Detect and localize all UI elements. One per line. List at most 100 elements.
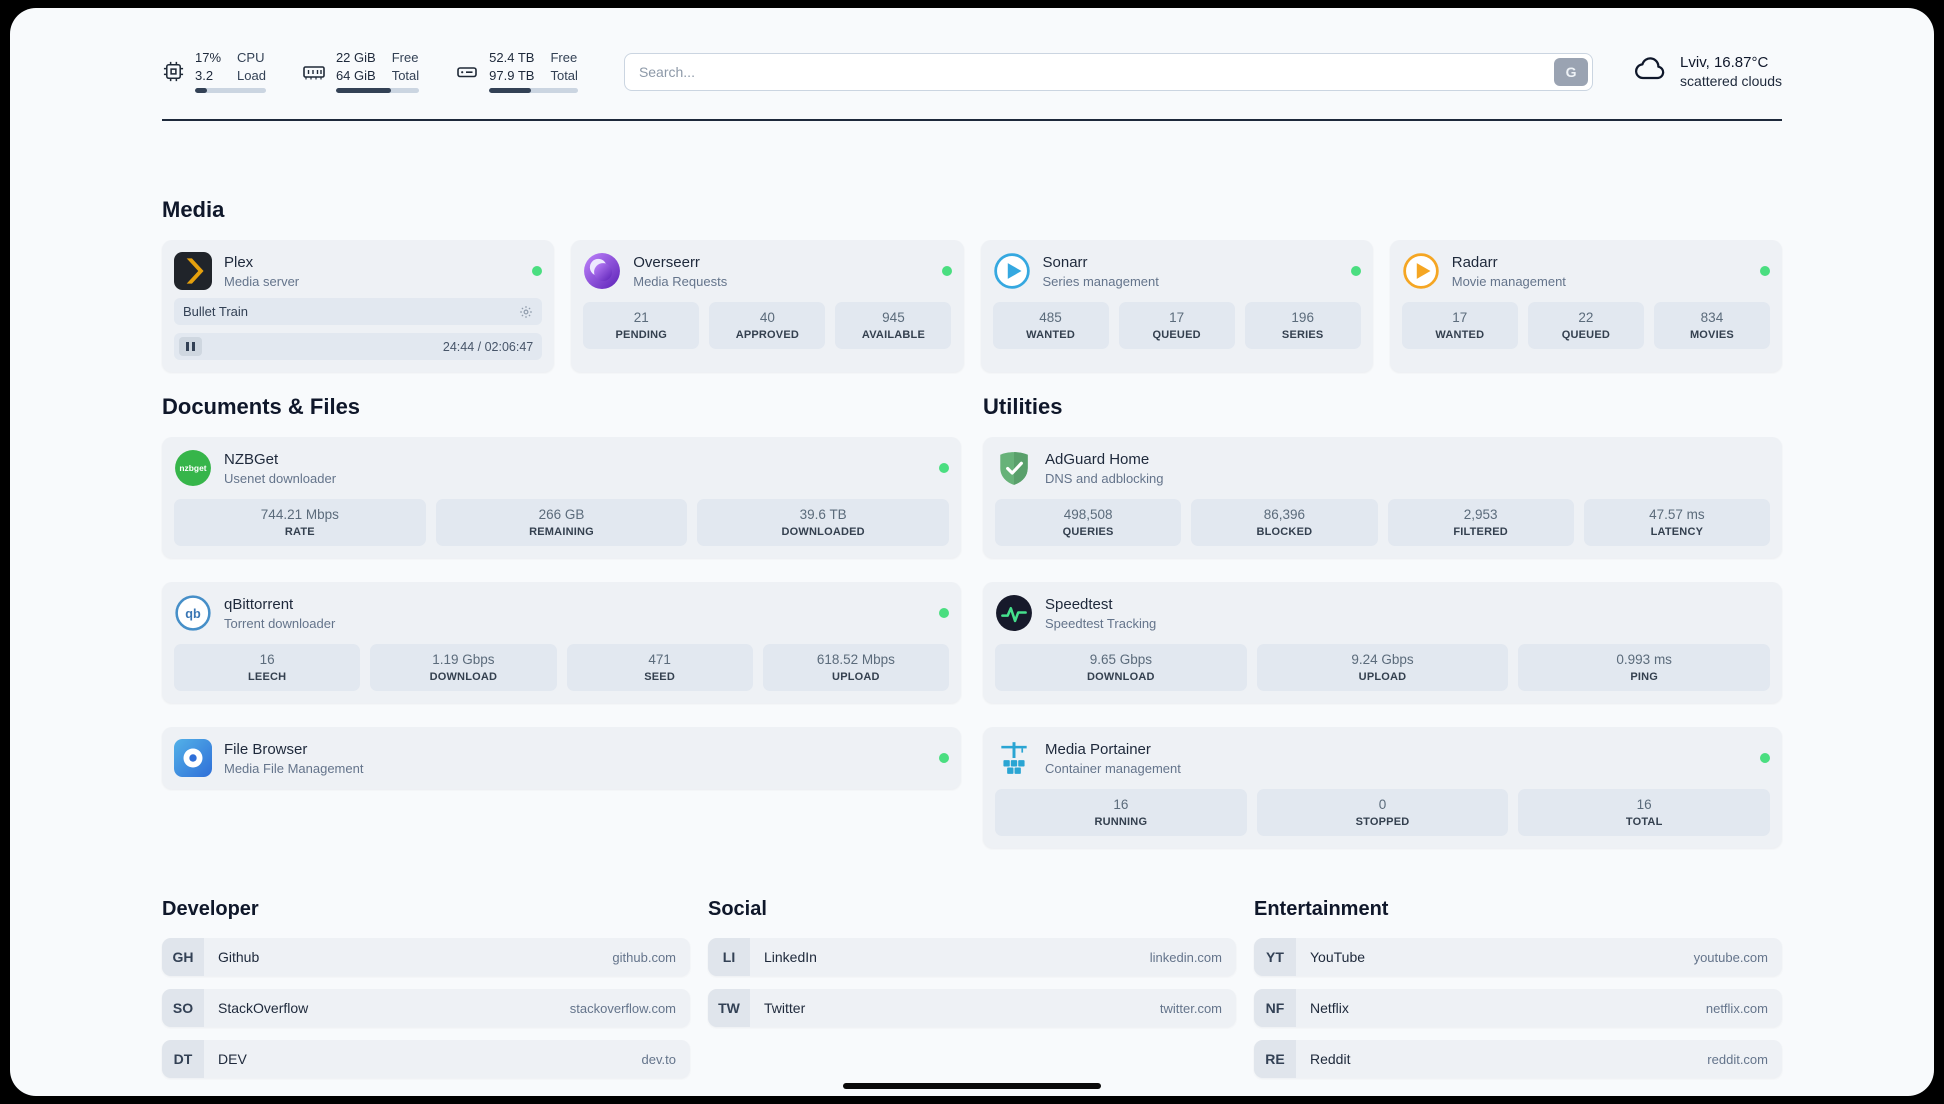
stat-stopped: 0 STOPPED: [1256, 789, 1509, 836]
stat-pending: 21 PENDING: [583, 302, 700, 349]
gear-icon[interactable]: [519, 305, 533, 319]
memory-icon: [302, 60, 326, 84]
cpu-load-value: 3.2: [195, 68, 214, 83]
bookmark-reddit[interactable]: RE Reddit reddit.com: [1254, 1040, 1782, 1078]
home-indicator[interactable]: [843, 1083, 1101, 1089]
stat-running: 16 RUNNING: [995, 789, 1247, 836]
cpu-load-label: Load: [237, 68, 266, 83]
overseerr-icon: [583, 252, 621, 290]
topbar: 17% 3.2 CPU Load: [162, 50, 1782, 93]
status-dot: [939, 608, 949, 618]
bookmark-domain: github.com: [612, 949, 676, 965]
bookmark-github[interactable]: GH Github github.com: [162, 938, 690, 976]
weather-widget: Lviv, 16.87°C scattered clouds: [1633, 51, 1782, 92]
bookmark-name: Twitter: [764, 1000, 806, 1016]
stat-series: 196 SERIES: [1244, 302, 1361, 349]
service-description: Torrent downloader: [224, 615, 336, 631]
bookmark-domain: twitter.com: [1159, 1000, 1222, 1016]
card-speedtest[interactable]: Speedtest Speedtest Tracking 9.65 Gbps D…: [983, 582, 1782, 703]
service-name: qBittorrent: [224, 595, 294, 613]
stat-movies: 834 MOVIES: [1653, 302, 1770, 349]
bookmark-name: Reddit: [1310, 1051, 1351, 1067]
service-description: Container management: [1045, 760, 1181, 776]
dashboard-page: 17% 3.2 CPU Load: [10, 8, 1934, 1096]
cloud-icon: [1633, 51, 1669, 92]
service-name: File Browser: [224, 740, 308, 758]
card-filebrowser[interactable]: File Browser Media File Management: [162, 727, 961, 789]
playback-bar: 24:44 / 02:06:47: [174, 333, 543, 360]
status-dot: [941, 266, 952, 276]
bookmark-abbr: LI: [708, 938, 750, 976]
now-playing-title: Bullet Train: [183, 304, 249, 319]
pause-icon[interactable]: [179, 337, 202, 356]
cpu-progress-fill: [195, 88, 208, 93]
bookmark-domain: stackoverflow.com: [569, 1000, 676, 1016]
svg-text:nzbget: nzbget: [179, 463, 206, 473]
card-adguard[interactable]: AdGuard Home DNS and adblocking 498,508 …: [983, 437, 1782, 558]
bookmark-group-title: Social: [708, 898, 767, 920]
bookmark-group-title: Entertainment: [1254, 898, 1389, 920]
service-description: Media File Management: [224, 760, 364, 776]
card-overseerr[interactable]: Overseerr Media Requests 21 PENDING 40 A…: [571, 240, 964, 372]
bookmarks-developer: Developer GH Github github.com SO StackO…: [162, 898, 690, 1078]
service-name: AdGuard Home: [1045, 450, 1150, 468]
cpu-progress-track: [195, 88, 266, 93]
filebrowser-icon: [174, 739, 212, 777]
card-plex[interactable]: Plex Media server Bullet Train: [162, 240, 555, 372]
search-input[interactable]: [623, 52, 1594, 91]
bookmark-youtube[interactable]: YT YouTube youtube.com: [1254, 938, 1782, 976]
card-qbittorrent[interactable]: qb qBittorrent Torrent downloader: [162, 582, 961, 703]
memory-progress-fill: [335, 88, 391, 93]
stat-ping: 0.993 ms PING: [1518, 644, 1771, 691]
stat-downloaded: 39.6 TB DOWNLOADED: [697, 499, 950, 546]
search-provider-button[interactable]: G: [1554, 57, 1589, 86]
bookmark-domain: linkedin.com: [1149, 949, 1222, 965]
service-description: Media Requests: [633, 273, 728, 289]
stat-filtered: 2,953 FILTERED: [1387, 499, 1574, 546]
card-nzbget[interactable]: nzbget NZBGet Usenet downloader 74: [162, 437, 961, 558]
cpu-label: CPU: [237, 50, 265, 65]
portainer-icon: [995, 739, 1033, 777]
stat-wanted: 485 WANTED: [992, 302, 1109, 349]
qbittorrent-icon: qb: [174, 594, 212, 632]
bookmark-abbr: DT: [162, 1040, 204, 1078]
stat-download: 9.65 Gbps DOWNLOAD: [995, 644, 1247, 691]
stat-blocked: 86,396 BLOCKED: [1191, 499, 1378, 546]
playback-time: 24:44 / 02:06:47: [442, 339, 534, 354]
memory-widget: 22 GiB 64 GiB Free Total: [302, 50, 420, 93]
stat-approved: 40 APPROVED: [709, 302, 826, 349]
service-description: Media server: [224, 273, 300, 289]
bookmark-twitter[interactable]: TW Twitter twitter.com: [708, 989, 1236, 1027]
memory-free-label: Free: [391, 50, 419, 65]
media-section-title: Media: [162, 197, 225, 222]
stat-remaining: 266 GB REMAINING: [435, 499, 688, 546]
stat-total: 16 TOTAL: [1518, 789, 1771, 836]
status-dot: [532, 266, 543, 276]
service-name: Overseerr: [633, 253, 700, 271]
bookmark-name: YouTube: [1310, 949, 1366, 965]
bookmark-linkedin[interactable]: LI LinkedIn linkedin.com: [708, 938, 1236, 976]
bookmark-name: Netflix: [1310, 1000, 1349, 1016]
svg-text:qb: qb: [185, 607, 201, 621]
bookmark-netflix[interactable]: NF Netflix netflix.com: [1254, 989, 1782, 1027]
bookmark-dev[interactable]: DT DEV dev.to: [162, 1040, 690, 1078]
bookmark-abbr: GH: [162, 938, 204, 976]
resource-widgets: 17% 3.2 CPU Load: [162, 50, 578, 93]
memory-total-value: 64 GiB: [335, 68, 376, 83]
speedtest-icon: [995, 594, 1033, 632]
bookmark-abbr: RE: [1254, 1040, 1296, 1078]
card-radarr[interactable]: Radarr Movie management 17 WANTED 22 QUE…: [1389, 240, 1782, 372]
service-name: NZBGet: [224, 450, 279, 468]
nzbget-icon: nzbget: [174, 449, 212, 487]
card-portainer[interactable]: Media Portainer Container management 16 …: [983, 727, 1782, 848]
bookmark-stackoverflow[interactable]: SO StackOverflow stackoverflow.com: [162, 989, 690, 1027]
disk-icon: [455, 60, 479, 84]
card-sonarr[interactable]: Sonarr Series management 485 WANTED 17 Q…: [980, 240, 1373, 372]
bookmark-abbr: TW: [708, 989, 750, 1027]
stat-seed: 471 SEED: [566, 644, 753, 691]
status-dot: [1350, 266, 1361, 276]
status-dot: [939, 753, 949, 763]
cpu-widget: 17% 3.2 CPU Load: [162, 50, 266, 93]
documents-section-title: Documents & Files: [162, 394, 361, 419]
section-utilities: Utilities: [983, 394, 1782, 848]
